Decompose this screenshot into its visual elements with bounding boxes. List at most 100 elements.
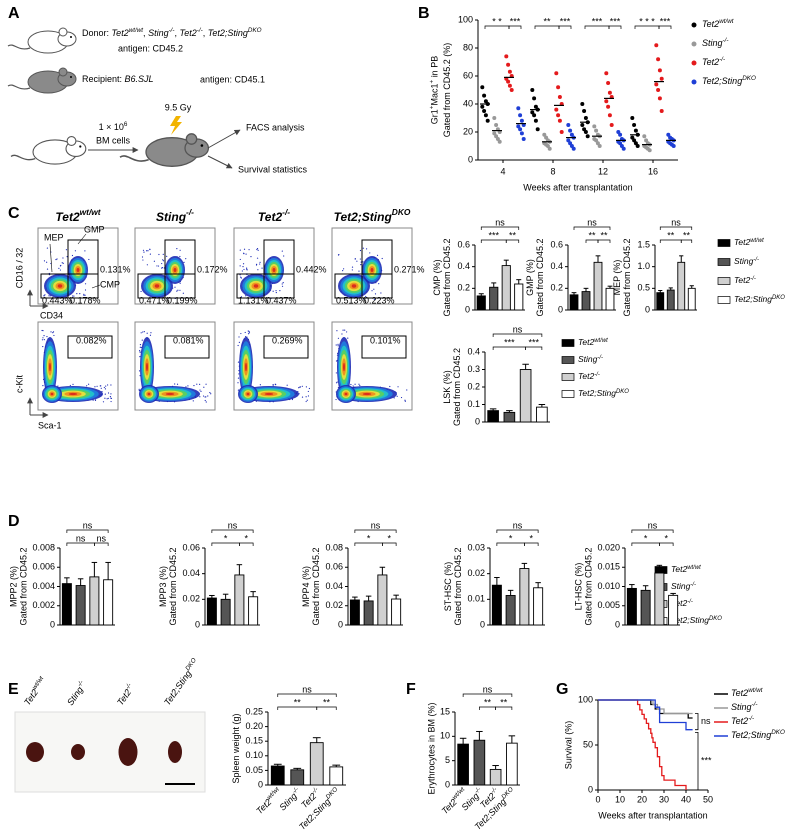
sig-label: * xyxy=(509,533,513,543)
legend-swatch xyxy=(561,356,575,364)
y-axis-label: Gated from CD45.2 xyxy=(622,238,632,316)
density xyxy=(264,392,274,396)
flow-dot xyxy=(272,384,274,386)
flow-dot xyxy=(240,276,242,278)
flow-dot xyxy=(177,289,179,291)
flow-dot xyxy=(196,383,198,385)
flow-dot xyxy=(301,385,303,387)
legend-label: Sting-/- xyxy=(702,37,728,48)
donor-text: Donor: Tet2wt/wt, Sting-/-, Tet2-/-, Tet… xyxy=(82,27,262,38)
legend-label: Tet2;StingDKO xyxy=(671,615,722,625)
flow-dot xyxy=(96,385,98,387)
y-tick-label: 0.002 xyxy=(32,600,55,610)
flow-dot xyxy=(275,291,277,294)
legend-label: Tet2wt/wt xyxy=(671,564,701,574)
y-axis-label: MPP3 (%) xyxy=(158,566,168,607)
flow-dot xyxy=(199,383,201,385)
flow-dot xyxy=(335,372,337,374)
flow-dot xyxy=(86,385,88,387)
legend-label: Tet2wt/wt xyxy=(578,337,608,347)
y-axis-label: Gated from CD45.2 xyxy=(453,547,463,625)
flow-dot xyxy=(43,339,45,341)
flow-dot xyxy=(381,257,383,260)
y-tick-label: 0.02 xyxy=(325,600,343,610)
flow-dot xyxy=(150,332,152,334)
y-tick-label: 1.5 xyxy=(637,239,650,249)
donor-text-sup: -/- xyxy=(169,27,175,34)
flow-plot xyxy=(37,321,119,411)
sig-bracket xyxy=(495,706,513,710)
data-point xyxy=(482,109,487,113)
sig-label: *** xyxy=(510,16,521,26)
flow-dot xyxy=(158,253,160,256)
data-point xyxy=(483,113,488,118)
gate xyxy=(164,273,196,299)
gate-value: 0.172% xyxy=(197,264,228,274)
data-point xyxy=(532,96,537,101)
mouse-icon xyxy=(119,133,210,167)
data-point xyxy=(654,82,659,87)
panel-label: D xyxy=(8,513,20,530)
sig-bracket xyxy=(525,346,543,350)
donor-text-part: Tet2 xyxy=(180,28,197,38)
donor-text-part: , xyxy=(203,28,208,38)
mouse-eye xyxy=(200,144,204,147)
flow-dot xyxy=(244,331,246,334)
bar xyxy=(220,598,231,626)
sig-label: ns xyxy=(587,217,597,227)
flow-dot xyxy=(256,248,259,250)
flow-dot xyxy=(138,388,140,391)
mouse-icon xyxy=(7,27,77,54)
flow-header-part: Tet2;Sting xyxy=(334,210,393,224)
flow-dot xyxy=(149,334,152,336)
gate-value: 0.471% xyxy=(139,295,170,305)
sig-label: *** xyxy=(528,337,539,347)
sig-label: ** xyxy=(500,697,508,707)
data-point xyxy=(635,144,640,148)
flow-dot xyxy=(406,389,408,391)
flow-dot xyxy=(107,392,110,394)
flow-dot xyxy=(161,262,163,265)
legend-swatch xyxy=(561,373,575,381)
x-tick-label: 20 xyxy=(637,794,647,804)
legend-label-part: Sting xyxy=(734,256,754,266)
y-axis-label: Gated from CD45.2 xyxy=(452,348,462,426)
flow-dot xyxy=(298,387,300,389)
gate xyxy=(263,335,309,359)
flow-dot xyxy=(162,253,164,255)
x-tick-label: Tet2;StingDKO xyxy=(296,786,342,832)
flow-dot xyxy=(354,258,356,260)
data-point xyxy=(618,132,623,137)
sig-label: ns xyxy=(83,520,93,530)
photo-label-sup: wt/wt xyxy=(31,675,45,691)
bar xyxy=(569,294,579,311)
flow-dot xyxy=(243,268,245,271)
legend-label-sup: wt/wt xyxy=(719,18,734,25)
mouse-tail xyxy=(7,44,31,50)
bar xyxy=(489,286,499,311)
flow-dot xyxy=(237,344,239,347)
sig-label: ** xyxy=(294,697,302,707)
bar xyxy=(103,579,114,626)
data-point xyxy=(507,83,512,88)
flow-header-sup: wt/wt xyxy=(80,207,102,217)
donor-text-part: Tet2 xyxy=(112,28,129,38)
flow-dot xyxy=(257,269,259,271)
flow-header-sup: DKO xyxy=(392,207,411,217)
flow-dot xyxy=(256,248,258,251)
sig-bracket xyxy=(354,529,397,533)
flow-dot xyxy=(138,370,141,372)
y-tick-label: 0.06 xyxy=(182,542,200,552)
flow-dot xyxy=(106,398,108,400)
out1-text: FACS analysis xyxy=(246,122,305,132)
flow-dot xyxy=(255,264,258,266)
flow-dot xyxy=(305,400,307,403)
legend-label-sup: -/- xyxy=(750,276,756,282)
sig-bracket xyxy=(277,706,318,710)
data-point xyxy=(530,88,535,92)
data-point xyxy=(492,116,497,120)
flow-dot xyxy=(248,330,250,333)
y-tick-label: 10 xyxy=(440,731,450,741)
flow-dot xyxy=(65,249,68,251)
y-axis-label: Gated from CD45.2 xyxy=(535,238,545,316)
